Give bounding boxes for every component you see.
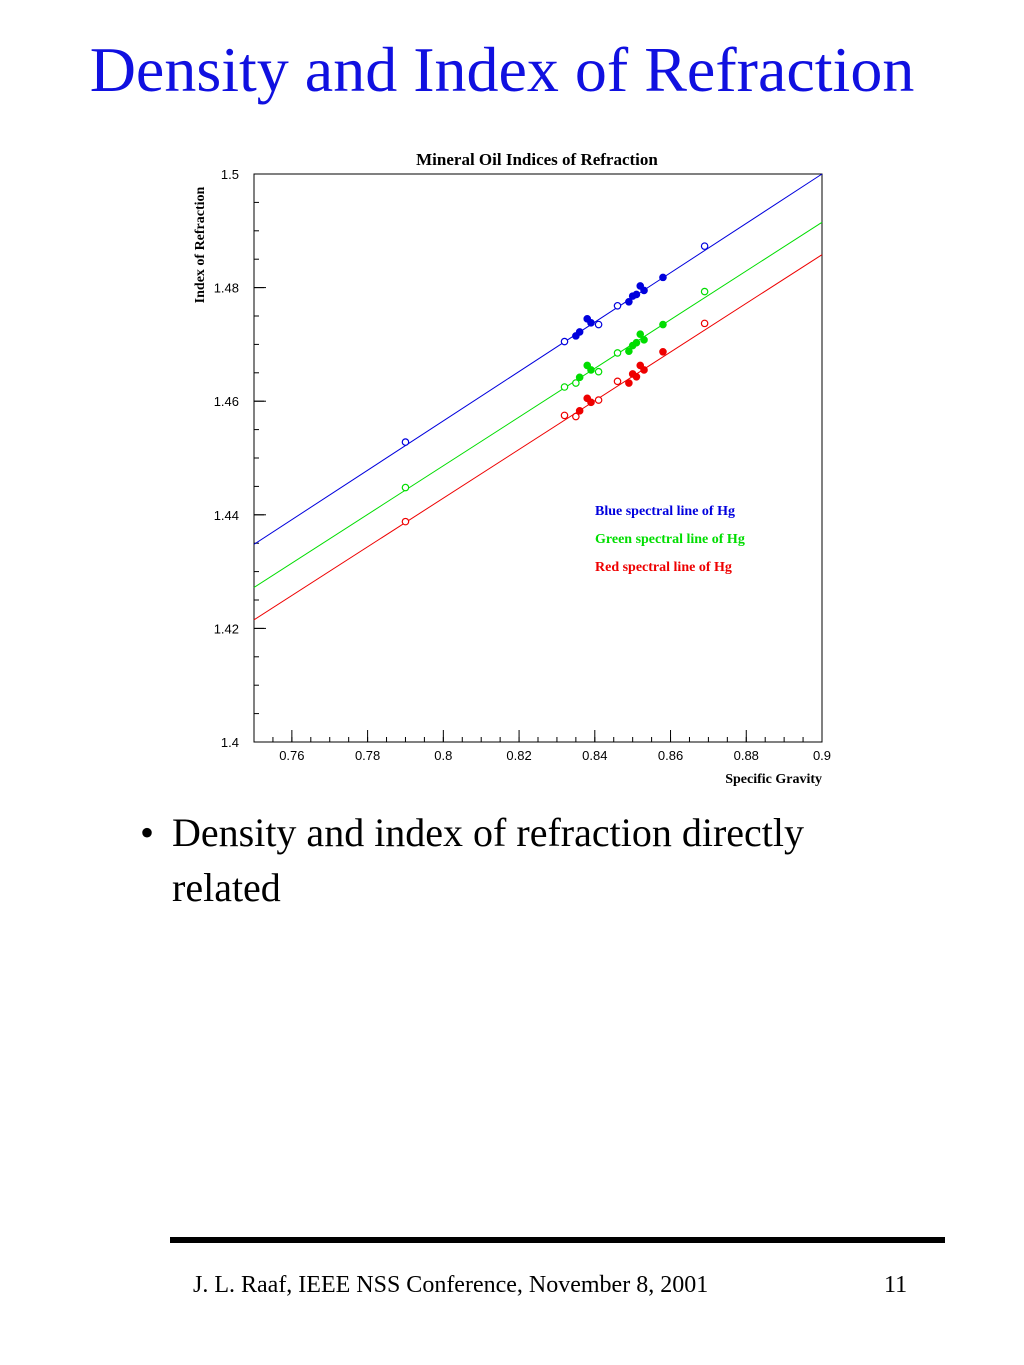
x-tick-label: 0.9: [813, 748, 831, 763]
y-tick-label: 1.42: [214, 621, 239, 636]
scatter-chart: Mineral Oil Indices of Refraction 1.41.4…: [193, 150, 831, 787]
chart-container: Mineral Oil Indices of Refraction 1.4 1.4…: [180, 140, 840, 800]
green-data-point: [625, 347, 633, 356]
red-data-point: [659, 347, 667, 356]
red-data-point: [640, 366, 648, 374]
y-axis-label: Index of Refraction: [193, 186, 208, 303]
slide-title: Density and Index of Refraction: [89, 34, 915, 105]
x-tick-label: 0.88: [734, 748, 759, 763]
blue-data-point: [575, 328, 584, 336]
footer-divider: [170, 1237, 945, 1243]
red-data-point: [587, 398, 595, 407]
footer-citation: J. L. Raaf, IEEE NSS Conference, Novembe…: [193, 1272, 709, 1298]
bullet-marker: •: [140, 810, 155, 855]
red-fit-line: [253, 254, 823, 621]
x-tick-label: 0.78: [355, 748, 380, 763]
x-tick-label: 0.82: [506, 748, 531, 763]
green-fit-line: [253, 221, 823, 588]
blue-data-point: [640, 286, 648, 295]
y-tick-label: 1.44: [214, 508, 239, 523]
red-data-point: [700, 319, 709, 328]
red-data-point: [594, 396, 603, 404]
legend-entry-blue: Blue spectral line of Hg: [595, 504, 735, 519]
green-data-point: [560, 383, 569, 391]
green-data-point: [632, 338, 641, 347]
blue-data-point: [594, 320, 603, 329]
green-data-point: [575, 373, 584, 382]
legend-entry-green: Green spectral line of Hg: [595, 532, 745, 547]
x-axis-label: Specific Gravity: [725, 772, 822, 787]
blue-data-point: [700, 242, 709, 250]
x-axis: 0.76 0.78 0.8 0.82 0.84 0.86 0.88 0.9: [253, 730, 831, 763]
green-data-point: [659, 320, 667, 329]
data-points: [401, 242, 709, 526]
plot-frame: [253, 173, 823, 743]
y-axis: 1.4 1.42 1.44 1.46 1.48 1.5: [214, 167, 266, 750]
blue-data-point: [401, 438, 410, 446]
green-data-point: [572, 379, 580, 387]
green-data-point: [594, 367, 603, 376]
blue-data-point: [659, 273, 667, 282]
red-data-point: [575, 407, 584, 415]
red-data-point: [632, 372, 641, 381]
green-data-point: [636, 330, 645, 338]
legend: Blue spectral line of Hg Green spectral l…: [595, 504, 745, 575]
green-data-point: [401, 483, 410, 492]
green-data-point: [613, 349, 622, 357]
y-tick-label: 1.4: [221, 735, 239, 750]
blue-data-point: [587, 319, 595, 327]
blue-data-point: [560, 337, 569, 346]
blue-data-point: [625, 298, 633, 306]
x-tick-label: 0.8: [434, 748, 452, 763]
red-data-point: [613, 377, 622, 386]
plot-area: [253, 173, 823, 743]
red-data-point: [560, 411, 569, 420]
x-tick-label: 0.84: [582, 748, 607, 763]
y-tick-label: 1.48: [214, 281, 239, 296]
chart-title: Mineral Oil Indices of Refraction: [416, 150, 658, 169]
y-tick-label: 1.46: [214, 394, 239, 409]
red-data-point: [572, 412, 580, 421]
green-data-point: [587, 366, 595, 374]
green-data-point: [640, 336, 648, 344]
bullet-text: Density and index of refraction directly…: [172, 810, 804, 910]
x-tick-label: 0.86: [658, 748, 683, 763]
blue-data-point: [613, 301, 622, 310]
y-tick-label: 1.5: [221, 167, 239, 182]
blue-fit-line: [253, 173, 823, 545]
bullet-item: • Density and index of refraction direct…: [140, 805, 920, 915]
red-data-point: [625, 379, 633, 387]
red-data-point: [401, 517, 410, 526]
x-tick-label: 0.76: [279, 748, 304, 763]
fit-lines: [253, 173, 823, 621]
page-number: 11: [884, 1272, 908, 1298]
green-data-point: [700, 287, 709, 296]
blue-data-point: [632, 290, 641, 299]
legend-entry-red: Red spectral line of Hg: [595, 560, 732, 575]
